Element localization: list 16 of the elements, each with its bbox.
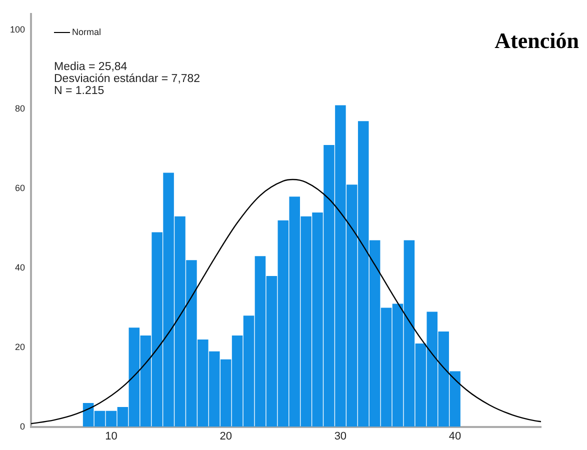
x-tick-label: 30 [334, 430, 347, 442]
legend-label: Normal [72, 27, 102, 37]
annotation: Media = 25,84 [54, 61, 128, 73]
y-tick-label: 0 [20, 421, 26, 432]
y-tick-label: 80 [15, 104, 26, 114]
x-tick-label: 10 [105, 430, 118, 442]
y-tick-label: 60 [15, 183, 26, 194]
y-tick-label: 100 [10, 24, 26, 34]
line-series [31, 178, 541, 424]
y-tick-label: 40 [15, 262, 26, 273]
x-tick-label: 40 [448, 430, 462, 442]
annotation: N = 1.215 [54, 85, 106, 97]
x-tick-label: 20 [220, 430, 232, 442]
annotation: Desviación estándar = 7,782 [54, 73, 200, 85]
y-tick-label: 20 [15, 342, 26, 352]
text: Atención [494, 28, 579, 54]
